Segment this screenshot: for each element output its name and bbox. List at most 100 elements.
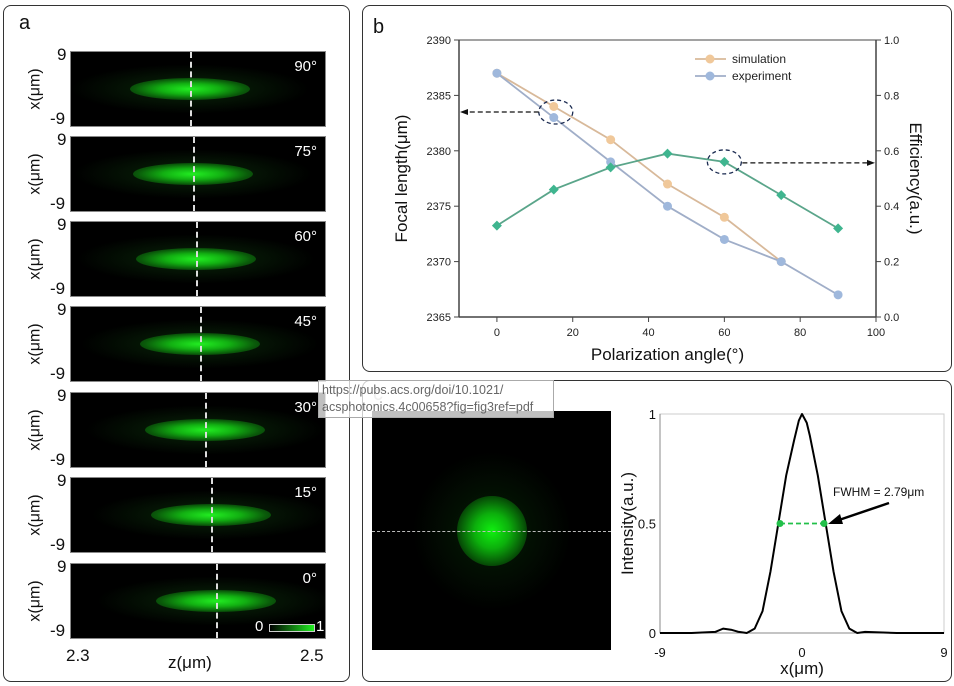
x-tick-label: 80 [794, 327, 806, 339]
x-tick-label: 0 [494, 327, 500, 339]
x-axis-label: z(μm) [168, 653, 212, 672]
y-tick-label: 0 [649, 626, 656, 641]
y-tick-bottom: -9 [50, 621, 66, 640]
y2-tick-label: 0.8 [884, 90, 899, 102]
fwhm-arrow [835, 501, 890, 523]
polarization-angle-label: 60° [294, 228, 317, 245]
legend-label: experiment [732, 69, 792, 83]
intensity-strip: 75° [70, 136, 326, 212]
focus-marker-line [205, 393, 208, 467]
data-point-experiment [549, 113, 559, 123]
y-tick-top: 9 [57, 45, 67, 64]
y-tick-label: 2375 [427, 201, 451, 213]
data-point-experiment [776, 257, 786, 267]
intensity-strip: 0° 0 1 [70, 563, 326, 639]
fwhm-point-left [776, 520, 784, 527]
intensity-strip: 90° [70, 51, 326, 127]
x-tick-label: 40 [642, 327, 654, 339]
intensity-strip: 15° [70, 477, 326, 553]
y2-tick-label: 0.6 [884, 146, 899, 158]
panel-b-label: b [373, 16, 385, 38]
data-point-efficiency [662, 148, 673, 159]
y-tick-top: 9 [57, 300, 67, 319]
x-tick-label: 20 [567, 327, 579, 339]
legend-label: simulation [732, 52, 786, 66]
focus-marker-line [190, 52, 193, 126]
polarization-angle-label: 90° [294, 58, 317, 75]
data-point-efficiency [491, 220, 502, 231]
y-tick-label: 2365 [427, 312, 451, 324]
x-tick-label: 9 [940, 645, 947, 660]
y-tick-top: 9 [57, 471, 67, 490]
arrowhead-icon [460, 109, 468, 116]
data-point-experiment [833, 290, 843, 300]
legend-marker [705, 71, 715, 81]
y2-tick-label: 1.0 [884, 35, 899, 47]
y-tick-top: 9 [57, 386, 67, 405]
data-point-efficiency [605, 162, 616, 173]
x-tick-label: 0 [798, 645, 805, 660]
y-tick-label: 1 [649, 407, 656, 422]
x-axis-label: x(μm) [780, 659, 824, 678]
y-tick-bottom: -9 [50, 194, 66, 213]
x-axis-label: Polarization angle(°) [591, 345, 744, 364]
polarization-angle-label: 30° [294, 399, 317, 416]
data-point-efficiency [776, 190, 787, 201]
y-tick-bottom: -9 [50, 535, 66, 554]
y2-tick-label: 0.0 [884, 312, 899, 324]
polarization-angle-label: 45° [294, 313, 317, 330]
x-tick-label: 100 [867, 327, 885, 339]
x-tick-label: -9 [654, 645, 666, 660]
y-tick-label: 2390 [427, 35, 451, 47]
intensity-profile-line [660, 413, 944, 634]
y2-tick-label: 0.4 [884, 201, 899, 213]
data-point-experiment [492, 68, 502, 78]
profile-cut-line [372, 531, 611, 532]
polarization-angle-label: 0° [302, 570, 317, 587]
y-tick-label: 0.5 [638, 517, 656, 532]
x-tick-label: 60 [718, 327, 730, 339]
focal-spot-image [372, 411, 611, 650]
legend-marker [705, 54, 715, 64]
y-tick-top: 9 [57, 215, 67, 234]
data-point-simulation [719, 212, 729, 222]
focus-marker-line [196, 222, 199, 296]
intensity-strip: 45° [70, 306, 326, 382]
focus-marker-line [192, 137, 195, 211]
x-axis-tick-right: 2.5 [300, 646, 324, 665]
y2-axis-label: Efficiency(a.u.) [906, 122, 925, 234]
arrowhead-icon [867, 159, 875, 166]
y2-tick-label: 0.2 [884, 257, 899, 269]
colorbar [269, 624, 315, 632]
data-point-efficiency [548, 184, 559, 195]
data-point-efficiency [833, 223, 844, 234]
url-tooltip: https://pubs.acs.org/doi/10.1021/ acspho… [318, 380, 554, 418]
y-tick-label: 2385 [427, 90, 451, 102]
arrowhead-icon [828, 514, 843, 524]
data-point-experiment [719, 234, 729, 244]
data-point-experiment [606, 157, 616, 167]
x-axis-tick-left: 2.3 [66, 646, 90, 665]
data-point-experiment [663, 201, 672, 211]
intensity-strip: 60° [70, 221, 326, 297]
y-axis-label: Intensity(a.u.) [618, 472, 637, 575]
panel-a-label: a [19, 12, 31, 34]
y-tick-bottom: -9 [50, 279, 66, 298]
data-point-simulation [549, 101, 559, 111]
y-axis-label: Focal length(μm) [392, 115, 411, 243]
focus-marker-line [215, 564, 218, 638]
focus-marker-line [200, 307, 203, 381]
tooltip-line-1: https://pubs.acs.org/doi/10.1021/ [322, 383, 504, 397]
y-tick-bottom: -9 [50, 364, 66, 383]
plot-frame [659, 413, 945, 634]
intensity-strip: 30° [70, 392, 326, 468]
fwhm-annotation: FWHM = 2.79μm [833, 485, 924, 499]
y-tick-label: 2370 [427, 257, 451, 269]
y-tick-bottom: -9 [50, 450, 66, 469]
polarization-angle-label: 75° [294, 143, 317, 160]
focus-marker-line [210, 478, 213, 552]
colorbar-min-label: 0 [255, 618, 264, 635]
annotation-circle [706, 149, 743, 175]
